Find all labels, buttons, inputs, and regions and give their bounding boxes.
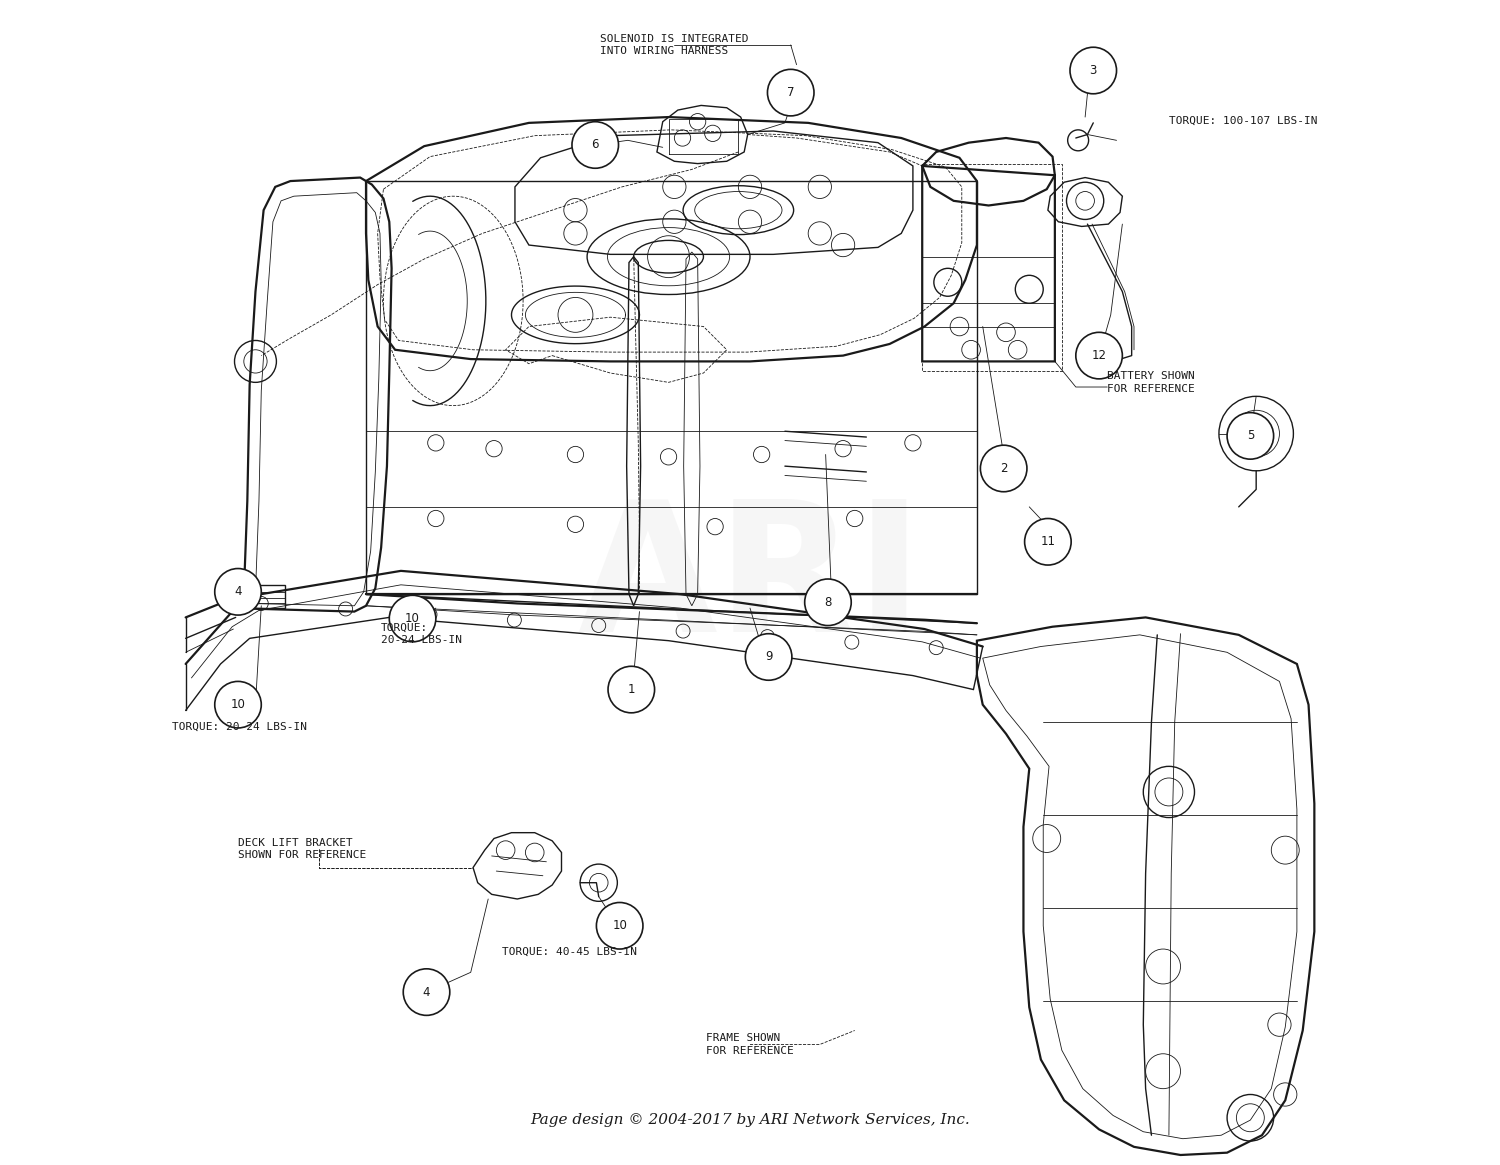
Circle shape <box>214 569 261 615</box>
Text: 3: 3 <box>1089 64 1096 77</box>
Text: 1: 1 <box>627 683 634 696</box>
Text: TORQUE: 100-107 LBS-IN: TORQUE: 100-107 LBS-IN <box>1168 115 1317 126</box>
Text: 10: 10 <box>612 919 627 932</box>
Circle shape <box>1227 412 1274 459</box>
Text: 2: 2 <box>1000 463 1008 475</box>
Circle shape <box>1070 48 1116 94</box>
Text: 9: 9 <box>765 650 772 664</box>
Text: TORQUE:
20-24 LBS-IN: TORQUE: 20-24 LBS-IN <box>381 622 462 645</box>
Text: TORQUE: 20-24 LBS-IN: TORQUE: 20-24 LBS-IN <box>171 722 306 732</box>
Circle shape <box>1076 332 1122 379</box>
Text: FRAME SHOWN
FOR REFERENCE: FRAME SHOWN FOR REFERENCE <box>706 1033 794 1055</box>
Circle shape <box>804 579 850 626</box>
Circle shape <box>768 70 814 115</box>
Text: 8: 8 <box>825 595 831 609</box>
Circle shape <box>597 903 644 949</box>
Text: 7: 7 <box>788 86 795 99</box>
Text: DECK LIFT BRACKET
SHOWN FOR REFERENCE: DECK LIFT BRACKET SHOWN FOR REFERENCE <box>238 838 366 860</box>
Text: 10: 10 <box>231 698 246 711</box>
Circle shape <box>981 445 1028 492</box>
Text: ARI: ARI <box>578 494 922 671</box>
Circle shape <box>404 969 450 1016</box>
Circle shape <box>214 682 261 728</box>
Circle shape <box>572 121 618 168</box>
Circle shape <box>390 595 436 642</box>
Text: 12: 12 <box>1092 350 1107 362</box>
Text: Page design © 2004-2017 by ARI Network Services, Inc.: Page design © 2004-2017 by ARI Network S… <box>530 1113 970 1127</box>
Text: SOLENOID IS INTEGRATED
INTO WIRING HARNESS: SOLENOID IS INTEGRATED INTO WIRING HARNE… <box>600 34 748 56</box>
Text: 4: 4 <box>423 986 430 998</box>
Circle shape <box>1024 518 1071 565</box>
Text: 6: 6 <box>591 139 598 151</box>
Circle shape <box>608 666 654 713</box>
Text: 11: 11 <box>1041 535 1056 549</box>
Text: TORQUE: 40-45 LBS-IN: TORQUE: 40-45 LBS-IN <box>503 946 638 956</box>
Text: 4: 4 <box>234 585 242 599</box>
Text: 5: 5 <box>1246 430 1254 443</box>
Text: 10: 10 <box>405 612 420 626</box>
Circle shape <box>746 634 792 680</box>
Text: BATTERY SHOWN
FOR REFERENCE: BATTERY SHOWN FOR REFERENCE <box>1107 372 1196 394</box>
